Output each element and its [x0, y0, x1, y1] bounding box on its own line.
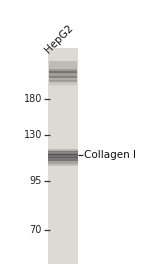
Bar [49, 76, 77, 77]
Bar [48, 160, 78, 161]
Bar [48, 164, 78, 165]
Bar [48, 155, 78, 156]
Bar [49, 72, 77, 73]
Bar [49, 84, 77, 85]
Bar [49, 69, 77, 70]
Bar [48, 157, 78, 158]
Bar [48, 158, 78, 159]
Bar [48, 153, 78, 154]
Bar [48, 161, 78, 162]
Bar [48, 156, 78, 157]
Bar [48, 154, 78, 155]
Bar [48, 158, 78, 159]
Text: HepG2: HepG2 [43, 23, 76, 55]
Bar [49, 70, 77, 71]
Bar [48, 149, 78, 150]
Bar [48, 159, 78, 160]
Bar [49, 81, 77, 82]
Bar [49, 83, 77, 84]
Bar [49, 72, 77, 73]
Bar [49, 78, 77, 79]
Bar [48, 159, 78, 160]
Bar [48, 48, 78, 264]
Bar [48, 158, 78, 159]
Bar [48, 150, 78, 151]
Bar [49, 76, 77, 78]
Bar [48, 154, 78, 155]
Text: 95: 95 [30, 176, 42, 186]
Bar [49, 79, 77, 81]
Bar [48, 160, 78, 161]
Bar [49, 84, 77, 86]
Bar [49, 75, 77, 76]
Bar [49, 71, 77, 72]
Bar [49, 73, 77, 74]
Bar [48, 163, 78, 164]
Bar [49, 77, 77, 78]
Bar [49, 82, 77, 83]
Bar [48, 152, 78, 153]
Text: 130: 130 [24, 130, 42, 140]
Bar [49, 74, 77, 75]
Bar [48, 157, 78, 158]
Bar [49, 60, 77, 70]
Text: 70: 70 [30, 225, 42, 235]
Bar [48, 165, 78, 166]
Text: Collagen I: Collagen I [84, 150, 136, 160]
Bar [49, 80, 77, 82]
Text: 180: 180 [24, 95, 42, 105]
Bar [48, 159, 78, 160]
Bar [48, 151, 78, 152]
Bar [49, 79, 77, 80]
Bar [48, 162, 78, 163]
